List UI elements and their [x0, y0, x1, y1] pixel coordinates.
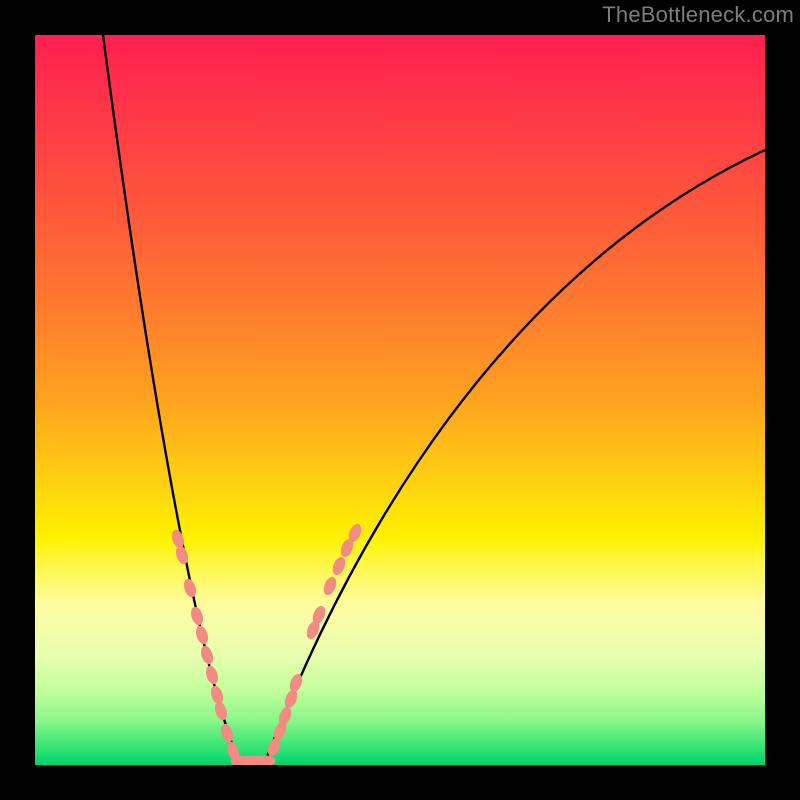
chart-root: TheBottleneck.com — [0, 0, 800, 800]
watermark-text: TheBottleneck.com — [602, 2, 794, 28]
data-marker — [257, 756, 275, 765]
gradient-background — [35, 35, 765, 765]
plot-svg — [35, 35, 765, 765]
plot-area — [35, 35, 765, 765]
